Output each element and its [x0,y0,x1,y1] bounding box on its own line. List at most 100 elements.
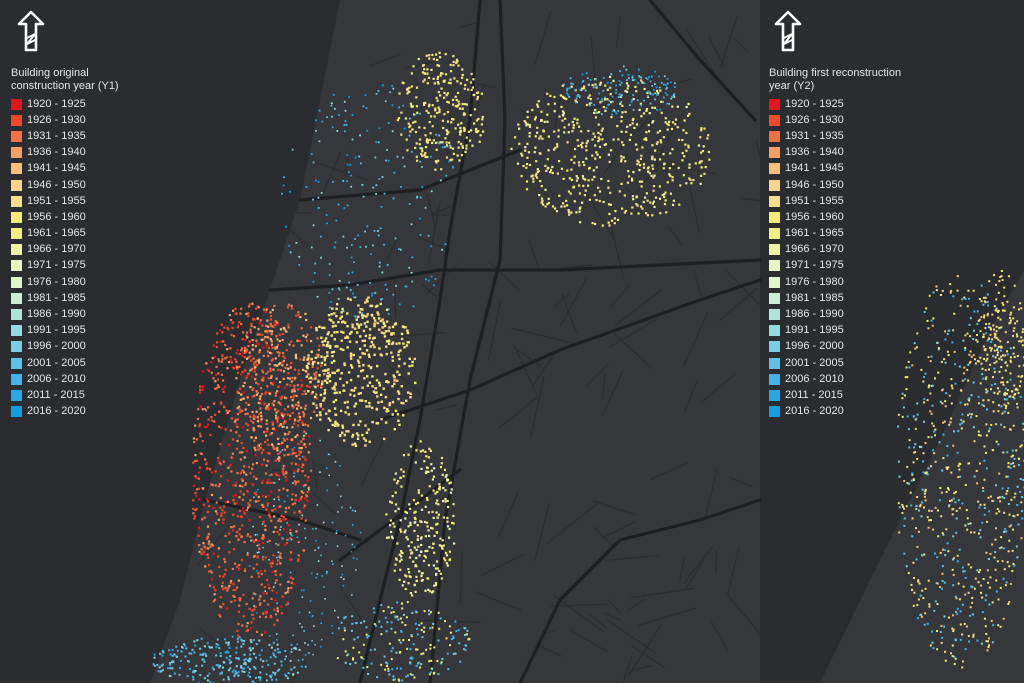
building-point [630,101,633,104]
building-point [431,141,434,144]
building-point [622,156,625,159]
legend-label: 1946 - 1950 [785,178,844,191]
building-point [194,492,197,495]
building-point [434,141,437,144]
building-point [284,510,287,514]
building-point [560,205,563,208]
building-point [961,633,964,636]
building-point [266,541,269,543]
building-point [291,307,294,310]
building-point [452,637,455,639]
building-point [938,347,940,349]
building-point [256,445,259,448]
building-point [383,655,386,658]
building-point [962,339,965,342]
building-point [951,644,954,647]
building-point [390,627,393,630]
building-point [565,199,568,202]
building-point [231,438,235,441]
building-point [365,626,368,629]
building-point [311,528,314,530]
building-point [233,599,236,602]
building-point [352,658,354,661]
building-point [349,354,353,358]
building-point [990,619,993,622]
building-point [283,439,286,442]
building-point [258,654,261,657]
building-point [926,319,929,322]
building-point [1016,388,1019,391]
building-point [276,607,279,610]
building-point [438,134,441,137]
building-point [946,445,949,447]
building-point [458,103,461,106]
building-point [331,521,334,524]
building-point [432,77,435,80]
building-point [258,343,261,346]
building-point [247,305,251,308]
building-point [391,359,394,362]
building-point [209,584,212,587]
building-point [923,623,926,626]
building-point [248,504,251,507]
building-point [563,205,566,208]
building-point [452,103,455,106]
building-point [252,387,255,390]
building-point [589,79,592,81]
building-point [381,326,384,329]
building-point [524,146,527,149]
building-point [293,368,296,371]
building-point [204,547,207,550]
road [498,394,541,429]
building-point [995,579,998,582]
building-point [252,318,255,321]
building-point [258,598,261,601]
building-point [425,138,429,141]
building-point [387,409,390,412]
building-point [403,531,406,534]
building-point [272,325,275,328]
building-point [983,513,986,516]
building-point [987,496,990,499]
building-point [663,163,666,166]
building-point [168,649,171,652]
building-point [335,391,338,394]
building-point [662,101,664,103]
building-point [336,424,339,427]
building-point [238,567,241,570]
building-point [416,501,420,504]
building-point [456,91,460,95]
building-point [957,464,960,467]
building-point [924,587,927,590]
building-point [235,377,238,380]
building-point [191,648,194,651]
building-point [307,357,310,360]
building-point [667,123,670,126]
building-point [427,105,431,108]
building-point [946,454,949,457]
building-point [984,296,987,299]
building-point [354,622,357,625]
building-point [546,113,549,116]
building-point [401,584,404,587]
building-point [276,610,279,613]
building-point [979,536,982,539]
building-point [230,319,233,322]
building-point [963,366,966,369]
building-point [624,209,627,213]
building-point [224,651,227,654]
building-point [277,543,280,546]
building-point [259,420,262,423]
building-point [651,167,655,170]
building-point [414,114,417,116]
building-point [254,448,257,452]
building-point [427,456,430,459]
building-point [463,126,466,130]
building-point [197,526,201,530]
building-point [593,135,597,138]
building-point [343,401,347,404]
building-point [257,543,261,546]
building-point [579,221,582,224]
building-point [371,375,374,378]
